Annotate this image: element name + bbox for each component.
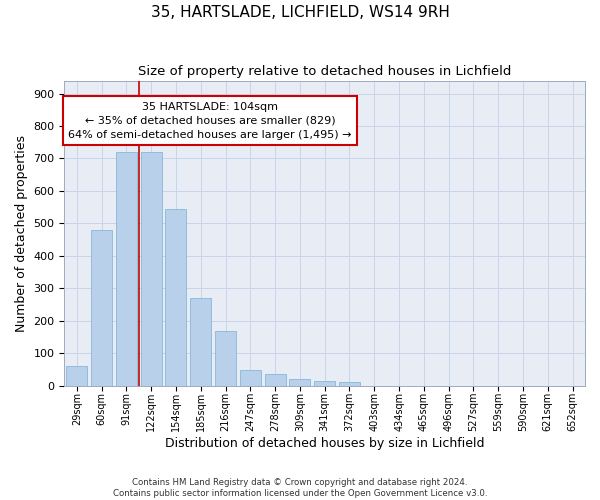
Bar bbox=[314, 381, 335, 386]
Bar bbox=[91, 230, 112, 386]
Bar bbox=[240, 370, 261, 386]
Bar bbox=[66, 366, 88, 386]
Bar bbox=[166, 209, 187, 386]
Bar bbox=[215, 330, 236, 386]
X-axis label: Distribution of detached houses by size in Lichfield: Distribution of detached houses by size … bbox=[165, 437, 484, 450]
Y-axis label: Number of detached properties: Number of detached properties bbox=[15, 134, 28, 332]
Bar bbox=[339, 382, 360, 386]
Text: 35, HARTSLADE, LICHFIELD, WS14 9RH: 35, HARTSLADE, LICHFIELD, WS14 9RH bbox=[151, 5, 449, 20]
Title: Size of property relative to detached houses in Lichfield: Size of property relative to detached ho… bbox=[138, 65, 511, 78]
Bar bbox=[116, 152, 137, 386]
Bar bbox=[190, 298, 211, 386]
Bar bbox=[265, 374, 286, 386]
Text: Contains HM Land Registry data © Crown copyright and database right 2024.
Contai: Contains HM Land Registry data © Crown c… bbox=[113, 478, 487, 498]
Bar bbox=[289, 379, 310, 386]
Text: 35 HARTSLADE: 104sqm
← 35% of detached houses are smaller (829)
64% of semi-deta: 35 HARTSLADE: 104sqm ← 35% of detached h… bbox=[68, 102, 352, 140]
Bar bbox=[140, 152, 162, 386]
